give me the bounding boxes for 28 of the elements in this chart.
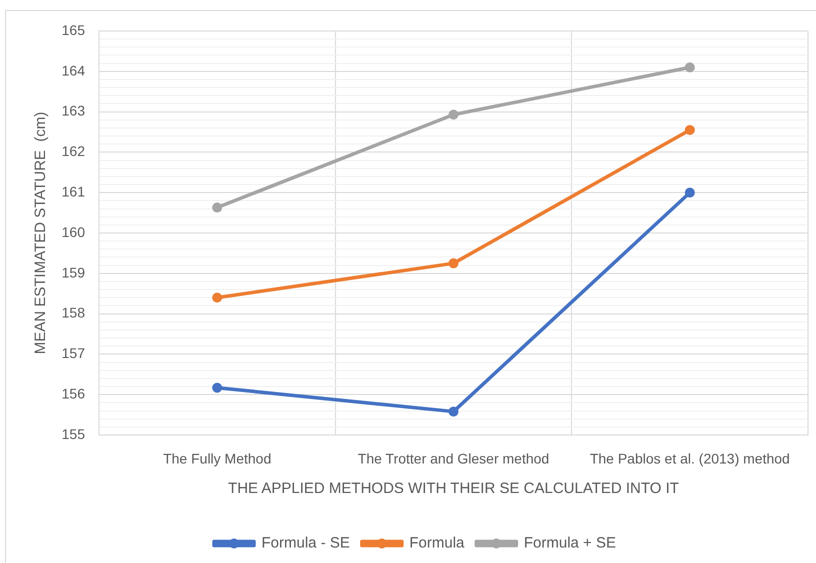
legend-label: Formula - SE bbox=[262, 534, 350, 552]
y-tick-label: 165 bbox=[62, 22, 86, 38]
y-tick-label: 155 bbox=[62, 426, 86, 442]
x-tick-label: The Pablos et al. (2013) method bbox=[590, 450, 790, 466]
point bbox=[448, 406, 458, 417]
y-tick-label: 162 bbox=[62, 143, 86, 160]
y-axis-title: MEAN ESTIMATED STATURE (cm) bbox=[32, 112, 50, 354]
legend-label: Formula + SE bbox=[524, 534, 616, 552]
point bbox=[212, 202, 222, 213]
point bbox=[684, 62, 695, 72]
y-tick-label: 157 bbox=[62, 345, 86, 362]
legend-label: Formula bbox=[409, 534, 466, 552]
x-tick-label: The Fully Method bbox=[163, 450, 272, 466]
y-tick-label: 161 bbox=[62, 183, 86, 200]
point bbox=[212, 382, 222, 393]
y-tick-label: 159 bbox=[62, 264, 86, 280]
y-tick-label: 160 bbox=[62, 224, 86, 240]
point bbox=[684, 188, 695, 198]
y-tick-label: 156 bbox=[62, 385, 86, 402]
point bbox=[448, 258, 458, 268]
point bbox=[448, 110, 458, 120]
x-tick-label: The Trotter and Gleser method bbox=[358, 450, 550, 466]
point bbox=[684, 124, 695, 135]
y-tick-label: 163 bbox=[62, 102, 86, 119]
x-axis-title: THE APPLIED METHODS WITH THEIR SE CALCULATED INTO IT bbox=[228, 480, 679, 498]
point bbox=[212, 292, 222, 303]
y-tick-label: 164 bbox=[62, 62, 86, 78]
y-tick-label: 158 bbox=[62, 304, 86, 321]
